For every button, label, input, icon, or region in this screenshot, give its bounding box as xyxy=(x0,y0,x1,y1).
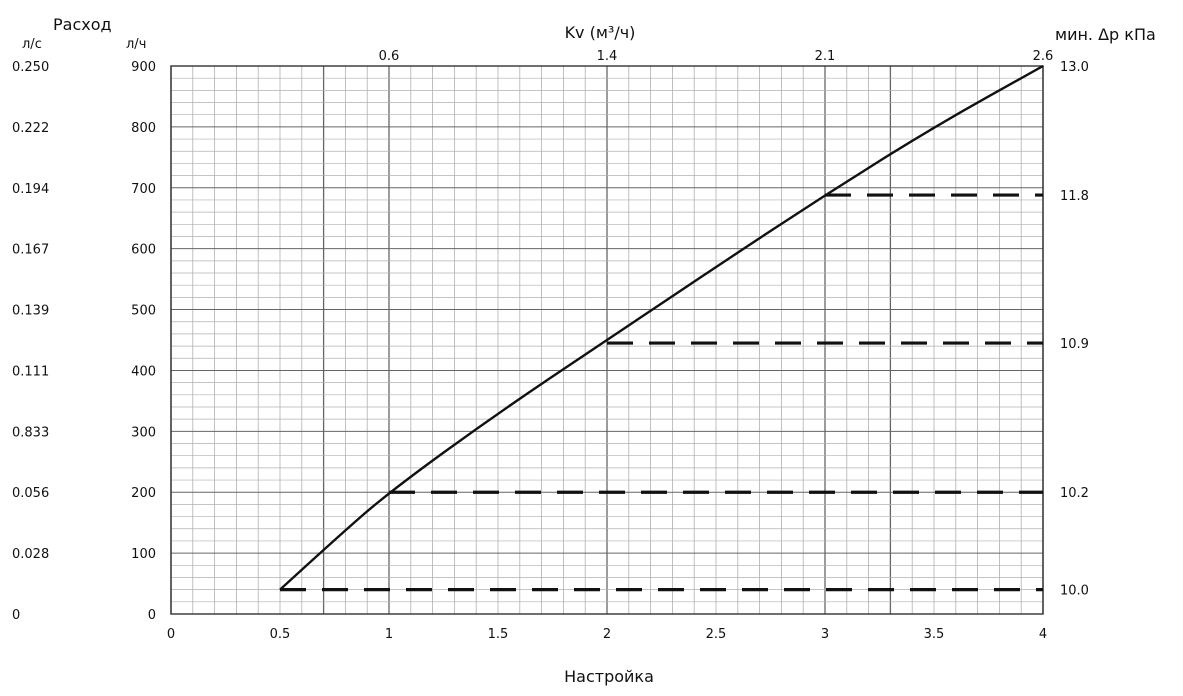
top-tick-label: 1.4 xyxy=(597,49,618,64)
y-tick-label-ls: 0.139 xyxy=(12,304,49,319)
y-tick-label-ls: 0.167 xyxy=(12,243,49,258)
x-tick-label: 2.5 xyxy=(706,627,727,642)
series-line xyxy=(279,64,1044,591)
y-left-unit-lh: л/ч xyxy=(126,37,146,52)
y-tick-label-lh: 200 xyxy=(131,486,156,501)
y-tick-label-lh: 0 xyxy=(148,608,156,623)
right-tick-label: 13.0 xyxy=(1060,60,1089,75)
y-tick-label-lh: 500 xyxy=(131,304,156,319)
right-tick-label: 10.9 xyxy=(1060,337,1089,352)
y-tick-label-ls: 0.250 xyxy=(12,60,49,75)
axis-labels: Расход л/с л/ч Kv (м³/ч) мин. Δp кПа Нас… xyxy=(12,15,1156,686)
top-tick-label: 0.6 xyxy=(379,49,400,64)
y-tick-label-lh: 300 xyxy=(131,425,156,440)
y-tick-label-ls: 0.222 xyxy=(12,121,49,136)
flow-curve xyxy=(279,64,1044,591)
plot-frame xyxy=(170,65,1044,615)
x-tick-label: 3 xyxy=(821,627,829,642)
y-tick-label-lh: 700 xyxy=(131,182,156,197)
y-tick-label-ls: 0.194 xyxy=(12,182,49,197)
right-tick-label: 10.2 xyxy=(1060,486,1089,501)
top-tick-label: 2.1 xyxy=(815,49,836,64)
y-tick-label-lh: 800 xyxy=(131,121,156,136)
y-tick-label-lh: 100 xyxy=(131,547,156,562)
right-axis-title: мин. Δp кПа xyxy=(1055,25,1156,44)
x-tick-label: 0 xyxy=(167,627,175,642)
y-tick-label-ls: 0.111 xyxy=(12,364,49,379)
y-tick-label-ls: 0.833 xyxy=(12,425,49,440)
y-tick-label-ls: 0.028 xyxy=(12,547,49,562)
top-axis-title: Kv (м³/ч) xyxy=(565,23,636,42)
y-tick-label-ls: 0.056 xyxy=(12,486,49,501)
x-axis-title: Настройка xyxy=(564,667,654,686)
y-tick-label-lh: 900 xyxy=(131,60,156,75)
x-tick-label: 4 xyxy=(1039,627,1047,642)
dashed-reference-lines xyxy=(280,193,1043,592)
grid xyxy=(170,65,1044,615)
right-tick-label: 11.8 xyxy=(1060,189,1089,204)
y-tick-label-ls: 0 xyxy=(12,608,20,623)
x-tick-label: 0.5 xyxy=(270,627,291,642)
right-tick-label: 10.0 xyxy=(1060,584,1089,599)
y-tick-label-lh: 600 xyxy=(131,243,156,258)
x-tick-label: 1.5 xyxy=(488,627,509,642)
y-tick-label-lh: 400 xyxy=(131,364,156,379)
x-tick-label: 3.5 xyxy=(924,627,945,642)
x-tick-label: 2 xyxy=(603,627,611,642)
y-left-title: Расход xyxy=(53,15,112,34)
top-tick-label: 2.6 xyxy=(1033,49,1054,64)
y-left-unit-ls: л/с xyxy=(22,37,42,52)
x-tick-label: 1 xyxy=(385,627,393,642)
